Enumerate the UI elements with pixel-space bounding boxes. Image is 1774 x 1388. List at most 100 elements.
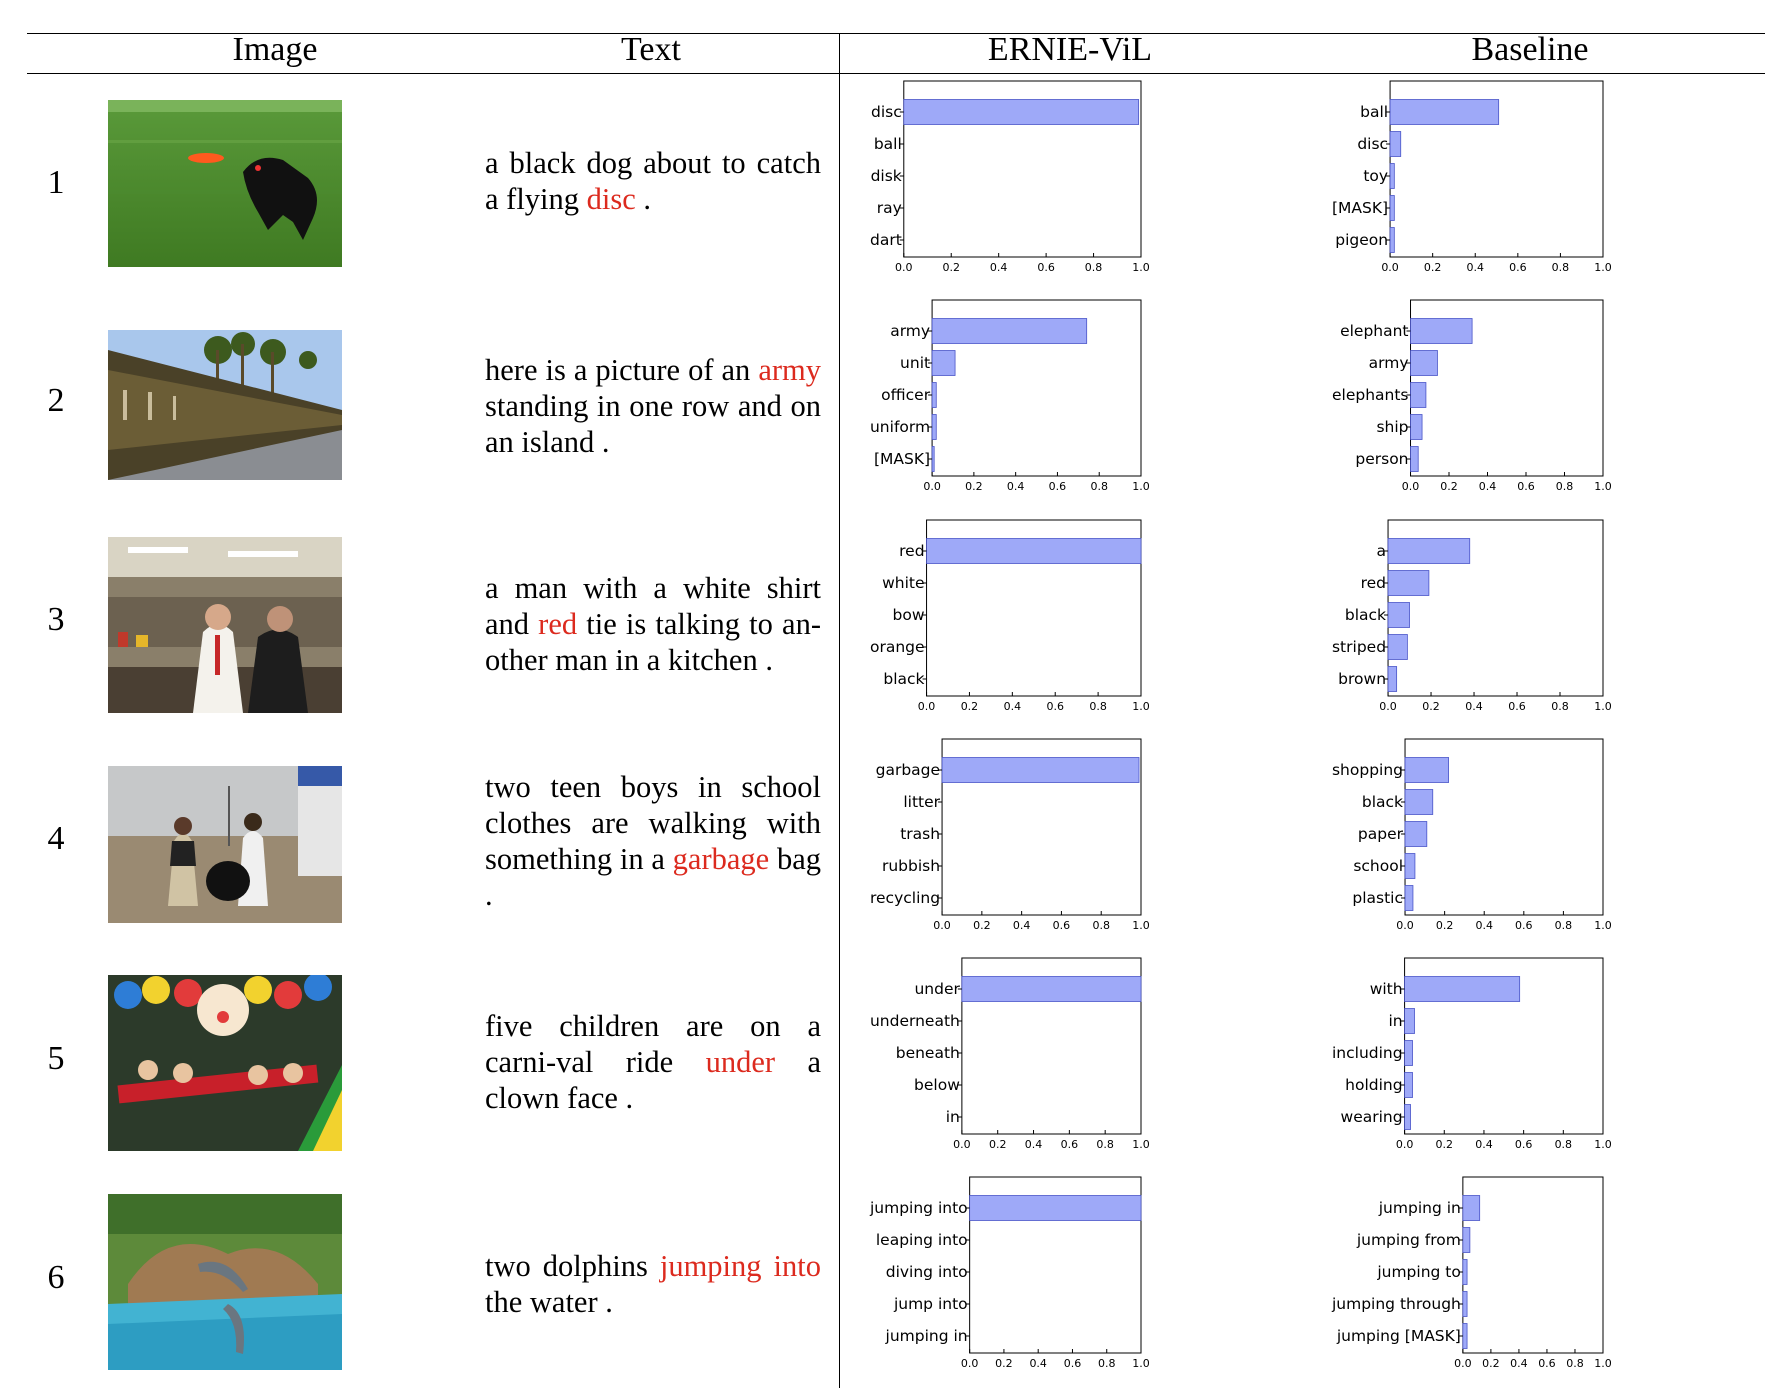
- bar: [1404, 789, 1434, 815]
- bar: [1404, 976, 1521, 1002]
- category-label: elephant: [1340, 322, 1408, 340]
- caption-row-6: two dolphins jumping into the water .: [485, 1248, 821, 1320]
- x-tick-label: 0.8: [1566, 1357, 1584, 1370]
- x-tick-label: 0.6: [1049, 480, 1067, 493]
- x-tick-label: 1.0: [1594, 480, 1612, 493]
- x-tick-label: 0.0: [1402, 480, 1420, 493]
- carnival-ride-photo: [108, 975, 342, 1151]
- caption-segment: a black dog about to catch a flying: [485, 146, 821, 216]
- x-tick-label: 1.0: [1594, 1138, 1612, 1151]
- category-label: in: [946, 1108, 960, 1126]
- x-tick-label: 0.4: [1475, 919, 1493, 932]
- bar: [1462, 1195, 1481, 1221]
- category-label: jumping from: [1356, 1231, 1461, 1249]
- top-rule: [27, 33, 1765, 34]
- category-label: jumping in: [885, 1327, 968, 1345]
- category-label: recycling: [870, 889, 940, 907]
- plot-frame: [961, 957, 1142, 1135]
- x-tick-label: 0.0: [961, 1357, 979, 1370]
- x-tick-label: 1.0: [1132, 919, 1150, 932]
- caption-row-3: a man with a white shirt and red tie is …: [485, 570, 821, 678]
- category-label: rubbish: [882, 857, 940, 875]
- x-tick-label: 0.8: [1096, 1138, 1114, 1151]
- bar: [961, 976, 1142, 1002]
- x-tick-label: 0.8: [1552, 261, 1570, 274]
- x-tick-label: 0.2: [1482, 1357, 1500, 1370]
- category-label: disc: [1357, 135, 1388, 153]
- category-label: garbage: [876, 761, 940, 779]
- x-tick-label: 0.0: [933, 919, 951, 932]
- x-tick-label: 0.2: [1440, 480, 1458, 493]
- x-tick-label: 1.0: [1594, 919, 1612, 932]
- category-label: holding: [1345, 1076, 1402, 1094]
- category-label: [MASK]: [1332, 199, 1388, 217]
- x-tick-label: 0.4: [1025, 1138, 1043, 1151]
- bar: [969, 1195, 1142, 1221]
- x-tick-label: 0.8: [1092, 919, 1110, 932]
- category-label: jumping in: [1378, 1199, 1461, 1217]
- boys-garbage-bag-photo: [108, 766, 342, 923]
- x-tick-label: 1.0: [1132, 1357, 1150, 1370]
- caption-row-5: five children are on a carni-val ride un…: [485, 1008, 821, 1116]
- x-tick-label: 0.8: [1555, 1138, 1573, 1151]
- category-label: red: [1361, 574, 1386, 592]
- bar: [903, 99, 1140, 125]
- category-label: trash: [900, 825, 940, 843]
- plot-frame: [1462, 1176, 1604, 1354]
- caption-segment: .: [635, 182, 652, 216]
- category-label: below: [914, 1076, 960, 1094]
- caption-segment: a man with a white shirt and: [485, 571, 821, 641]
- category-label: officer: [881, 386, 931, 404]
- category-label: litter: [903, 793, 940, 811]
- category-label: underneath: [870, 1012, 960, 1030]
- row-number: 5: [47, 1040, 65, 1077]
- x-tick-label: 0.2: [1436, 1138, 1454, 1151]
- bar: [1404, 757, 1449, 783]
- row-number: 1: [47, 164, 65, 201]
- category-label: under: [914, 980, 960, 998]
- category-label: brown: [1338, 670, 1386, 688]
- x-tick-label: 0.2: [1436, 919, 1454, 932]
- category-label: ray: [877, 199, 902, 217]
- category-label: diving into: [886, 1263, 968, 1281]
- x-tick-label: 0.4: [1479, 480, 1497, 493]
- caption-segment: standing in one row and on an island .: [485, 389, 821, 459]
- x-tick-label: 0.0: [923, 480, 941, 493]
- x-tick-label: 0.4: [990, 261, 1008, 274]
- x-tick-label: 0.4: [1465, 700, 1483, 713]
- category-label: elephants: [1332, 386, 1409, 404]
- category-label: toy: [1363, 167, 1388, 185]
- x-tick-label: 0.2: [965, 480, 983, 493]
- caption-row-4: two teen boys in school clothes are walk…: [485, 769, 821, 913]
- x-tick-label: 0.0: [918, 700, 936, 713]
- category-label: bow: [893, 606, 925, 624]
- dolphins-jumping-photo: [108, 1194, 342, 1370]
- dog-catching-frisbee-photo: [108, 100, 342, 267]
- bar: [941, 757, 1140, 783]
- plot-frame: [969, 1176, 1142, 1354]
- category-label: jumping [MASK]: [1336, 1327, 1461, 1345]
- row-number: 2: [47, 382, 65, 419]
- caption-row-1: a black dog about to catch a flying disc…: [485, 145, 821, 217]
- category-label: [MASK]: [874, 450, 930, 468]
- x-tick-label: 0.0: [1454, 1357, 1472, 1370]
- x-tick-label: 1.0: [1594, 261, 1612, 274]
- x-tick-label: 0.4: [1029, 1357, 1047, 1370]
- x-tick-label: 0.6: [1053, 919, 1071, 932]
- x-tick-label: 1.0: [1594, 700, 1612, 713]
- x-tick-label: 0.4: [1004, 700, 1022, 713]
- bar: [1389, 99, 1500, 125]
- caption-segment: a clown face .: [485, 1045, 821, 1115]
- category-label: person: [1355, 450, 1408, 468]
- x-tick-label: 1.0: [1594, 1357, 1612, 1370]
- header-ernie-vil: ERNIE-ViL: [987, 31, 1153, 68]
- header-text: Text: [621, 31, 681, 68]
